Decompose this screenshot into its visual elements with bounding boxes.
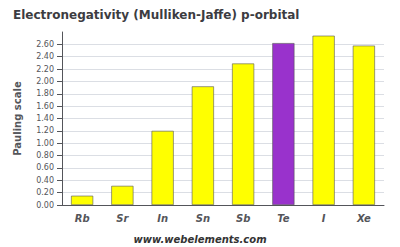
svg-text:0.20: 0.20 bbox=[36, 188, 54, 197]
svg-text:Electronegativity (Mulliken-Ja: Electronegativity (Mulliken-Jaffe) p-orb… bbox=[13, 8, 299, 22]
svg-text:1.00: 1.00 bbox=[36, 139, 54, 148]
svg-text:2.60: 2.60 bbox=[36, 40, 54, 49]
svg-text:Sn: Sn bbox=[196, 213, 210, 224]
svg-text:1.80: 1.80 bbox=[36, 89, 54, 98]
svg-text:www.webelements.com: www.webelements.com bbox=[133, 234, 266, 245]
svg-text:0.80: 0.80 bbox=[36, 151, 54, 160]
svg-text:1.60: 1.60 bbox=[36, 102, 54, 111]
svg-text:2.00: 2.00 bbox=[36, 77, 54, 86]
svg-text:0.60: 0.60 bbox=[36, 163, 54, 172]
svg-text:Pauling scale: Pauling scale bbox=[12, 81, 23, 156]
svg-text:1.20: 1.20 bbox=[36, 126, 54, 135]
svg-text:Sb: Sb bbox=[236, 213, 250, 224]
svg-text:Te: Te bbox=[277, 213, 290, 224]
svg-text:1.40: 1.40 bbox=[36, 114, 54, 123]
svg-text:In: In bbox=[157, 213, 168, 224]
svg-text:Sr: Sr bbox=[116, 213, 129, 224]
svg-text:0.40: 0.40 bbox=[36, 176, 54, 185]
svg-text:0.00: 0.00 bbox=[36, 201, 54, 210]
svg-text:I: I bbox=[322, 213, 326, 224]
svg-text:Rb: Rb bbox=[75, 213, 90, 224]
svg-text:2.20: 2.20 bbox=[36, 65, 54, 74]
svg-text:Xe: Xe bbox=[356, 213, 371, 224]
svg-text:2.40: 2.40 bbox=[36, 52, 54, 61]
